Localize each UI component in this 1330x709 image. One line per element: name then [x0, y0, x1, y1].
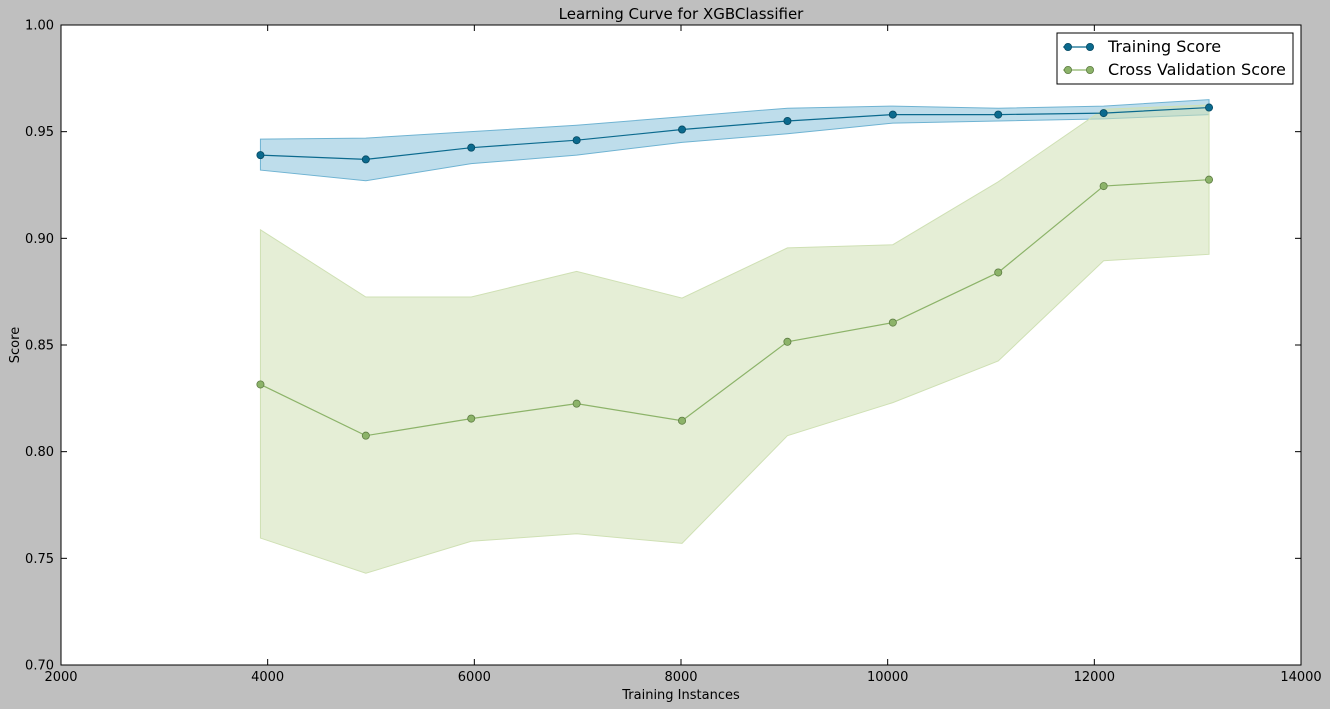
x-tick-label: 4000: [251, 670, 284, 685]
legend-training-marker: [1064, 43, 1073, 52]
data-point: [678, 416, 687, 425]
data-point: [783, 117, 792, 126]
legend-box: [1056, 32, 1294, 85]
series-line: [260, 179, 1210, 437]
data-point: [1205, 175, 1214, 184]
legend-training-label: Training Score: [1107, 37, 1221, 56]
x-tick-label: 14000: [1280, 670, 1321, 685]
data-point: [1099, 109, 1108, 118]
data-point: [994, 110, 1003, 119]
y-tick-label: 0.90: [25, 232, 54, 247]
data-point: [888, 318, 897, 327]
y-tick-label: 0.95: [25, 125, 54, 140]
x-tick-label: 6000: [458, 670, 491, 685]
y-tick-label: 0.80: [25, 445, 54, 460]
data-point: [361, 431, 370, 440]
y-tick-label: 0.75: [25, 552, 54, 567]
legend-training-marker: [1086, 43, 1095, 52]
data-point: [256, 380, 265, 389]
x-tick-label: 10000: [867, 670, 908, 685]
y-axis-ticks: 0.70 0.75 0.80 0.85 0.90 0.95 1.00: [25, 19, 1301, 674]
series-points: [256, 103, 1214, 440]
confidence-bands: [259, 99, 1210, 574]
legend-cv-label: Cross Validation Score: [1108, 60, 1286, 79]
y-tick-label: 0.85: [25, 339, 54, 354]
data-point: [572, 399, 581, 408]
x-tick-label: 12000: [1074, 670, 1115, 685]
x-tick-label: 2000: [44, 670, 77, 685]
data-point: [361, 155, 370, 164]
confidence-band: [259, 104, 1210, 574]
data-point: [994, 268, 1003, 277]
y-tick-label: 0.70: [25, 659, 54, 674]
y-axis-label: Score: [8, 327, 23, 363]
series-line: [260, 106, 1210, 161]
legend: Training Score Cross Validation Score: [1056, 32, 1294, 85]
x-axis-ticks: 2000 4000 6000 8000 10000 12000 14000: [44, 25, 1322, 685]
legend-cv-marker: [1086, 66, 1095, 75]
legend-cv-marker: [1064, 66, 1073, 75]
data-point: [572, 136, 581, 145]
data-point: [783, 337, 792, 346]
y-tick-label: 1.00: [25, 19, 54, 34]
series-lines: [260, 106, 1210, 437]
data-point: [1099, 182, 1108, 191]
x-axis-label: Training Instances: [621, 688, 740, 703]
chart-title: Learning Curve for XGBClassifier: [559, 5, 805, 23]
data-point: [467, 143, 476, 152]
data-point: [467, 414, 476, 423]
data-point: [256, 151, 265, 160]
data-point: [678, 125, 687, 134]
data-point: [1205, 103, 1214, 112]
data-point: [888, 110, 897, 119]
x-tick-label: 8000: [664, 670, 697, 685]
